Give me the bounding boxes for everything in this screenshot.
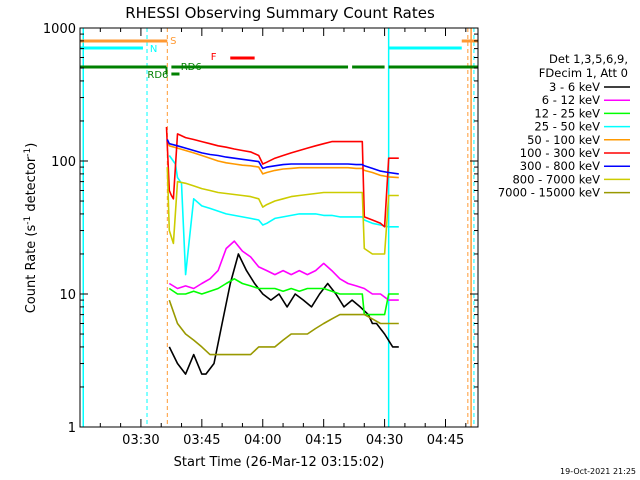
x-tick-label: 03:45 [183,433,220,448]
legend-header-1: Det 1,3,5,6,9, [549,52,628,66]
s-label: S [170,36,176,47]
series-line-6 [166,139,399,175]
series-lines [165,126,399,375]
legend-label-8: 7000 - 15000 keV [498,186,600,200]
series-line-3 [168,155,399,276]
y-tick-label: 100 [51,155,76,170]
legend-label-0: 3 - 6 keV [549,80,600,94]
rd6-label-top: RD6 [181,62,202,73]
series-line-5 [165,126,399,228]
series-line-7 [166,167,399,255]
y-axis-label: Count Rate (s-1 detector-1) [23,143,39,314]
x-axis-label: Start Time (26-Mar-12 03:15:02) [174,455,385,470]
chart-title: RHESSI Observing Summary Count Rates [125,4,435,22]
legend-label-4: 50 - 100 keV [527,133,600,147]
n-label: N [150,44,157,55]
y-label-sup-1: -1 [23,216,33,225]
x-tick-label: 03:30 [122,433,159,448]
legend-label-3: 25 - 50 keV [534,120,600,134]
legend-header-2: FDecim 1, Att 0 [539,66,628,80]
observing-annotations: S N F RD6 RD6 [80,28,478,427]
legend-label-5: 100 - 300 keV [520,146,600,160]
plot-frame [79,27,479,428]
y-tick-label: 10 [59,288,76,303]
x-tick-label: 04:00 [244,433,281,448]
y-label-part-2: detector [24,156,39,216]
series-line-1 [168,240,399,301]
timestamp: 19-Oct-2021 21:25 [560,467,636,476]
legend-label-2: 12 - 25 keV [534,106,600,120]
y-tick-label: 1 [68,421,76,436]
x-tick-label: 04:15 [305,433,342,448]
legend-label-6: 300 - 800 keV [520,159,600,173]
series-line-2 [168,277,399,316]
y-tick-label: 1000 [43,22,76,37]
rd6-label-bottom: RD6 [147,70,168,81]
y-label-part-3: ) [24,143,39,148]
legend-label-7: 800 - 7000 keV [512,172,600,186]
y-label-sup-2: -1 [23,148,33,157]
series-line-8 [168,299,399,356]
x-tick-label: 04:30 [366,433,403,448]
f-label: F [211,52,217,63]
axes-ticks: 03:30 03:45 04:00 04:15 04:30 04:45 1 10 100 1000 [43,22,478,448]
y-label-part-1: Count Rate (s [24,225,39,314]
x-tick-label: 04:45 [427,433,464,448]
legend-label-1: 6 - 12 keV [542,93,600,107]
series-line-4 [166,141,399,179]
